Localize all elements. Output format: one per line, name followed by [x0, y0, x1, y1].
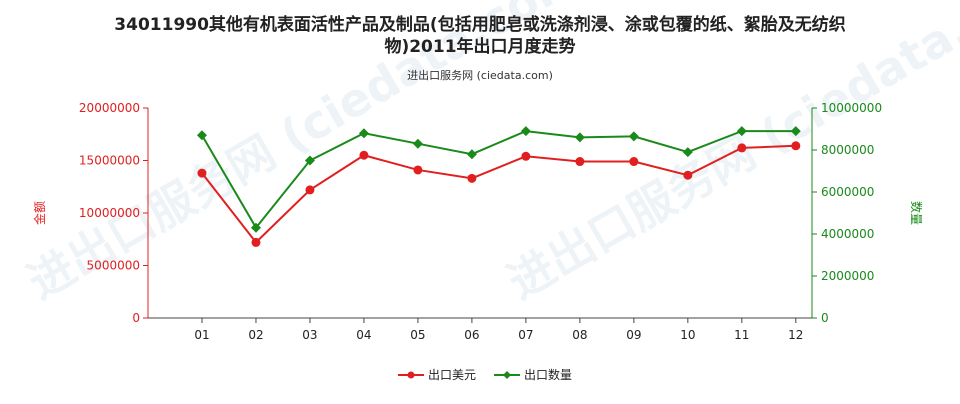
- right-axis-tick-label: 6000000: [821, 185, 874, 199]
- x-axis-tick-label: 11: [734, 328, 749, 342]
- left-axis-tick-label: 0: [132, 311, 140, 325]
- series-1-point: [359, 151, 368, 160]
- series-1-point: [521, 152, 530, 161]
- series-1-point: [629, 157, 638, 166]
- series-2-point: [413, 139, 423, 149]
- chart-subtitle: 进出口服务网 (ciedata.com): [407, 68, 553, 82]
- right-axis-label: 数量: [909, 201, 924, 225]
- left-axis-tick-label: 10000000: [79, 206, 140, 220]
- series-1-point: [467, 174, 476, 183]
- chart-title-line-2: 物)2011年出口月度走势: [384, 36, 575, 57]
- x-axis-tick-label: 08: [572, 328, 587, 342]
- x-axis-tick-label: 04: [356, 328, 371, 342]
- series-1-point: [305, 185, 314, 194]
- x-axis-tick-label: 12: [788, 328, 803, 342]
- series-2-point: [629, 131, 639, 141]
- series-1-point: [197, 169, 206, 178]
- series-1-point: [413, 165, 422, 174]
- x-axis-tick-label: 10: [680, 328, 695, 342]
- left-axis-tick-label: 5000000: [87, 259, 140, 273]
- series-2-point: [197, 130, 207, 140]
- series-1-point: [791, 141, 800, 150]
- right-axis-tick-label: 2000000: [821, 269, 874, 283]
- series-1-point: [683, 171, 692, 180]
- right-axis-tick-label: 0: [821, 311, 829, 325]
- series-1-point: [251, 238, 260, 247]
- left-axis-label: 金额: [32, 201, 47, 225]
- series-2-point: [521, 126, 531, 136]
- legend-marker-2: [503, 371, 511, 379]
- series-2-point: [359, 128, 369, 138]
- legend-marker-1: [408, 372, 415, 379]
- x-axis-tick-label: 02: [248, 328, 263, 342]
- x-axis-tick-label: 03: [302, 328, 317, 342]
- series-1-point: [737, 143, 746, 152]
- left-axis-tick-label: 20000000: [79, 101, 140, 115]
- x-axis-tick-label: 07: [518, 328, 533, 342]
- legend-label-1: 出口美元: [428, 368, 476, 382]
- left-axis-tick-label: 15000000: [79, 154, 140, 168]
- series-1-point: [575, 157, 584, 166]
- chart-title-line-1: 34011990其他有机表面活性产品及制品(包括用肥皂或洗涤剂浸、涂或包覆的纸、…: [114, 14, 845, 35]
- x-axis-tick-label: 09: [626, 328, 641, 342]
- series-2-point: [467, 149, 477, 159]
- legend-label-2: 出口数量: [524, 367, 572, 382]
- right-axis-tick-label: 10000000: [821, 101, 882, 115]
- x-axis-tick-label: 06: [464, 328, 479, 342]
- x-axis-tick-label: 05: [410, 328, 425, 342]
- right-axis-tick-label: 4000000: [821, 227, 874, 241]
- legend: 出口美元 出口数量: [398, 367, 572, 382]
- x-axis-tick-label: 01: [194, 328, 209, 342]
- right-axis-tick-label: 8000000: [821, 143, 874, 157]
- series-2-point: [575, 132, 585, 142]
